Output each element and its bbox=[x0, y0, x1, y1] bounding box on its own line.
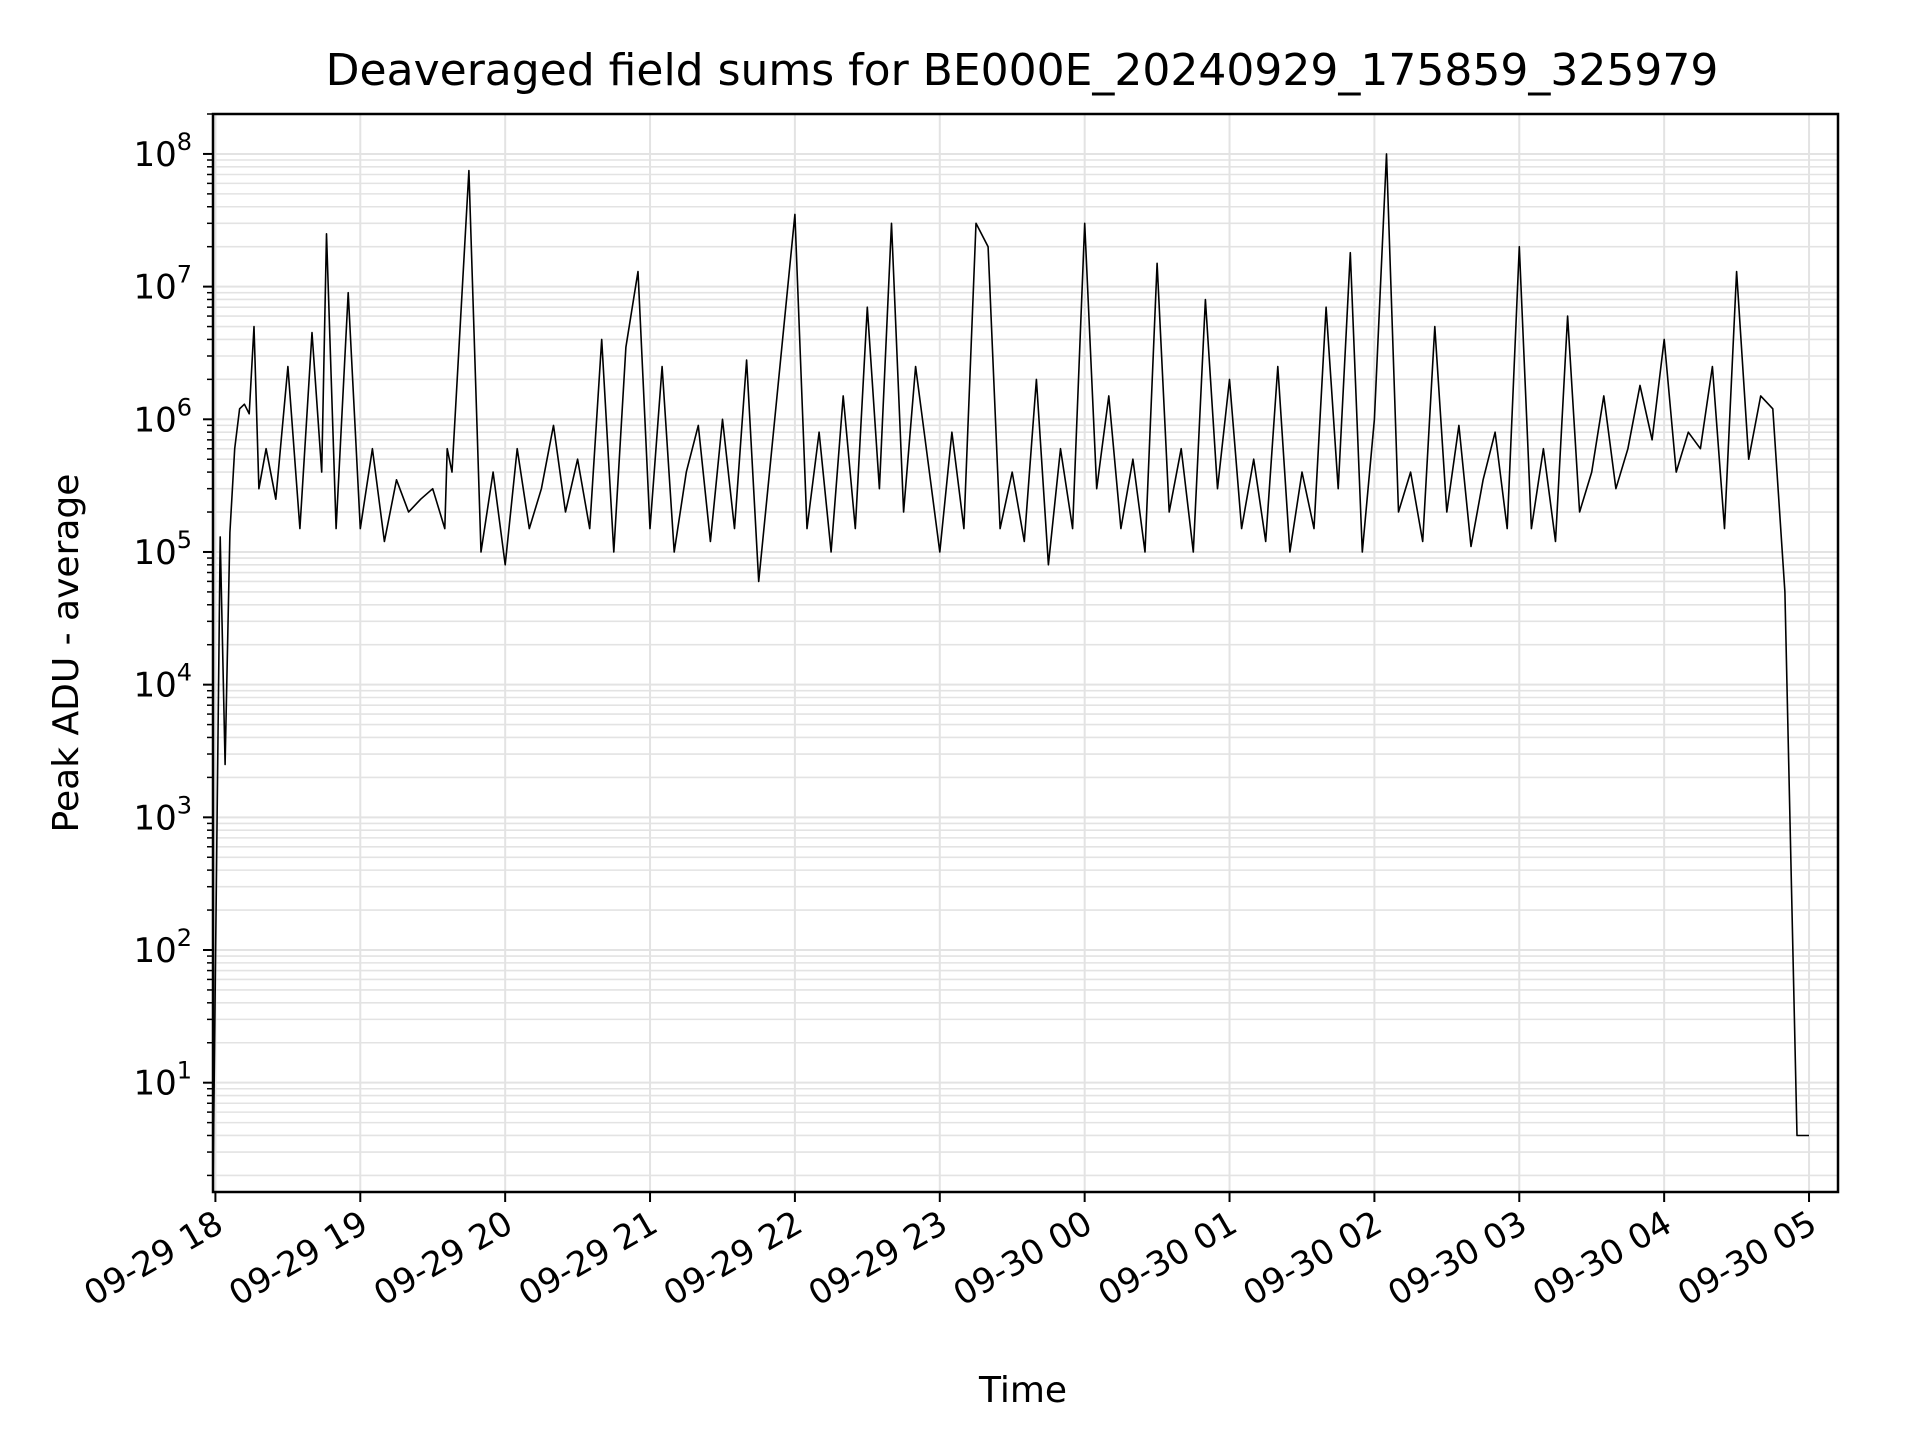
x-tick-label: 09-30 03 bbox=[1381, 1203, 1533, 1314]
x-tick-label: 09-29 23 bbox=[802, 1203, 954, 1314]
y-tick-label: 101 bbox=[133, 1057, 192, 1104]
grid-lines bbox=[213, 113, 1838, 1192]
y-tick-label: 108 bbox=[133, 128, 192, 175]
y-axis-label: Peak ADU - average bbox=[46, 474, 87, 833]
plot-area bbox=[211, 112, 1840, 1194]
x-tick-label: 09-30 01 bbox=[1092, 1203, 1244, 1314]
x-axis-label: Time bbox=[978, 1370, 1067, 1411]
y-tick-label: 104 bbox=[133, 659, 192, 706]
y-tick-label: 105 bbox=[133, 526, 192, 573]
y-tick-label: 102 bbox=[133, 924, 192, 971]
series-line bbox=[212, 153, 1809, 1189]
x-tick-label: 09-30 05 bbox=[1671, 1203, 1823, 1314]
x-tick-label: 09-30 02 bbox=[1237, 1203, 1389, 1314]
x-tick-label: 09-29 19 bbox=[222, 1203, 374, 1314]
y-tick-label: 103 bbox=[133, 791, 192, 838]
y-axis: 101 102 103 104 105 106 107 108 bbox=[133, 113, 213, 1177]
x-tick-label: 09-29 18 bbox=[78, 1203, 230, 1314]
chart-title: Deaveraged field sums for BE000E_2024092… bbox=[326, 45, 1719, 96]
x-tick-label: 09-30 00 bbox=[947, 1203, 1099, 1314]
x-tick-label: 09-29 21 bbox=[512, 1203, 664, 1314]
y-tick-label: 107 bbox=[133, 261, 192, 308]
x-tick-label: 09-29 22 bbox=[657, 1203, 809, 1314]
x-tick-label: 09-29 20 bbox=[367, 1203, 519, 1314]
x-tick-label: 09-30 04 bbox=[1526, 1203, 1678, 1314]
y-tick-label: 106 bbox=[133, 393, 192, 440]
